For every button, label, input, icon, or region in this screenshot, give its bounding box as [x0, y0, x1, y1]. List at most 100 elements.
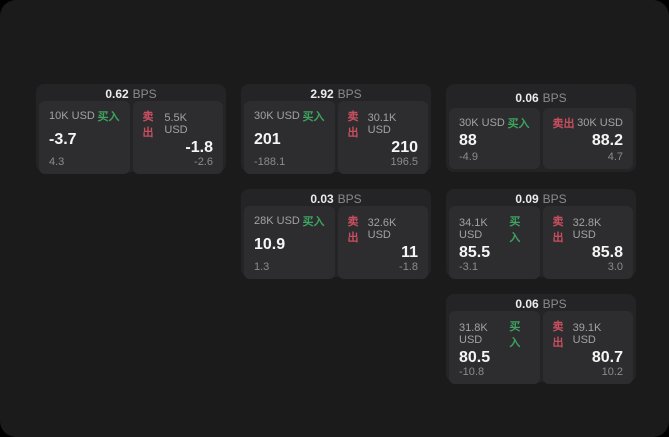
- sell-size: 30K USD: [577, 117, 623, 129]
- buy-panel[interactable]: 10K USD 买入 -3.7 4.3: [39, 101, 130, 174]
- buy-size: 31.8K USD: [459, 322, 488, 346]
- sell-price: 85.8: [591, 244, 623, 261]
- buy-side-label: 买入: [507, 118, 530, 130]
- buy-side-label: 买入: [97, 111, 120, 123]
- buy-panel[interactable]: 28K USD 买入 10.9 1.3: [244, 206, 335, 279]
- bps-value: 0.09: [515, 192, 539, 206]
- bps-value: 0.06: [515, 297, 539, 311]
- buy-panel[interactable]: 31.8K USD 买入 80.5 -10.8: [449, 311, 540, 384]
- sell-size: 32.8K USD: [572, 217, 602, 241]
- buy-side-label: 买入: [509, 216, 521, 244]
- card-body: 10K USD 买入 -3.7 4.3 卖出 5.5K USD -1.8 -2.…: [39, 101, 223, 174]
- sell-top-row: 卖出 30.1K USD: [348, 108, 419, 140]
- card-body: 34.1K USD 买入 85.5 -3.1 卖出 32.8K USD 85.8…: [449, 206, 633, 279]
- buy-side-label: 买入: [509, 321, 521, 349]
- bps-unit: BPS: [542, 192, 567, 206]
- buy-change: -3.1: [459, 261, 478, 273]
- buy-price: 10.9: [254, 236, 286, 253]
- sell-change: -2.6: [194, 156, 213, 168]
- buy-change: -4.9: [459, 151, 478, 163]
- buy-change: -10.8: [459, 366, 485, 378]
- sell-top-row: 卖出 5.5K USD: [143, 108, 214, 140]
- sell-side-label: 卖出: [142, 111, 154, 139]
- sell-price: 80.7: [591, 349, 623, 366]
- bps-header: 0.62 BPS: [39, 87, 223, 101]
- buy-size: 28K USD: [254, 215, 300, 227]
- bps-unit: BPS: [337, 87, 362, 101]
- bps-header: 0.09 BPS: [449, 192, 633, 206]
- sell-panel[interactable]: 卖出 32.6K USD 11 -1.8: [337, 206, 428, 279]
- sell-change: 196.5: [390, 156, 418, 168]
- bps-value: 0.62: [105, 87, 129, 101]
- buy-change: -188.1: [254, 156, 286, 168]
- sell-panel[interactable]: 卖出 5.5K USD -1.8 -2.6: [132, 101, 223, 174]
- bps-value: 0.03: [310, 192, 334, 206]
- buy-change: 1.3: [254, 261, 270, 273]
- quote-card: 0.09 BPS 34.1K USD 买入 85.5 -3.1 卖出 32.8K…: [446, 189, 636, 279]
- sell-panel[interactable]: 卖出 32.8K USD 85.8 3.0: [542, 206, 633, 279]
- sell-panel[interactable]: 卖出 39.1K USD 80.7 10.2: [542, 311, 633, 384]
- buy-size: 34.1K USD: [459, 217, 488, 241]
- bps-unit: BPS: [337, 192, 362, 206]
- sell-side-label: 卖出: [552, 321, 564, 349]
- sell-side-label: 卖出: [552, 118, 575, 130]
- buy-price: 201: [254, 131, 281, 148]
- sell-top-row: 卖出 39.1K USD: [553, 318, 624, 350]
- buy-panel[interactable]: 30K USD 买入 201 -188.1: [244, 101, 335, 174]
- bps-header: 0.03 BPS: [244, 192, 428, 206]
- sell-price: 88.2: [591, 132, 623, 149]
- bps-unit: BPS: [132, 87, 157, 101]
- buy-top-row: 30K USD 买入: [254, 108, 325, 124]
- quote-card: 0.03 BPS 28K USD 买入 10.9 1.3 卖出 32.6K US…: [241, 189, 431, 279]
- buy-price: -3.7: [49, 131, 77, 148]
- bps-unit: BPS: [542, 297, 567, 311]
- buy-change: 4.3: [49, 156, 65, 168]
- sell-size: 32.6K USD: [367, 217, 397, 241]
- bps-value: 2.92: [310, 87, 334, 101]
- buy-size: 30K USD: [254, 110, 300, 122]
- buy-top-row: 10K USD 买入: [49, 108, 120, 124]
- bps-header: 0.06 BPS: [449, 297, 633, 311]
- quote-card: 2.92 BPS 30K USD 买入 201 -188.1 卖出 30.1K …: [241, 84, 431, 174]
- sell-top-row: 卖出 32.8K USD: [553, 213, 624, 245]
- buy-price: 88: [459, 132, 477, 149]
- buy-size: 10K USD: [49, 110, 95, 122]
- buy-side-label: 买入: [302, 216, 325, 228]
- sell-side-label: 卖出: [552, 216, 564, 244]
- sell-side-label: 卖出: [347, 216, 359, 244]
- buy-panel[interactable]: 34.1K USD 买入 85.5 -3.1: [449, 206, 540, 279]
- buy-top-row: 31.8K USD 买入: [459, 318, 530, 350]
- sell-price: 210: [391, 139, 418, 156]
- buy-top-row: 28K USD 买入: [254, 213, 325, 229]
- buy-size: 30K USD: [459, 117, 505, 129]
- bps-unit: BPS: [542, 90, 567, 105]
- quote-card: 0.06 BPS 30K USD 买入 88 -4.9 卖出 30K USD: [446, 84, 636, 172]
- sell-top-row: 卖出 30K USD: [553, 115, 624, 131]
- sell-side-label: 卖出: [347, 111, 359, 139]
- bps-header: 0.06 BPS: [449, 87, 633, 108]
- buy-top-row: 30K USD 买入: [459, 115, 530, 131]
- card-body: 31.8K USD 买入 80.5 -10.8 卖出 39.1K USD 80.…: [449, 311, 633, 384]
- sell-panel[interactable]: 卖出 30.1K USD 210 196.5: [337, 101, 428, 174]
- sell-size: 5.5K USD: [164, 112, 188, 136]
- sell-top-row: 卖出 32.6K USD: [348, 213, 419, 245]
- sell-panel[interactable]: 卖出 30K USD 88.2 4.7: [542, 108, 633, 169]
- buy-panel[interactable]: 30K USD 买入 88 -4.9: [449, 108, 540, 169]
- sell-size: 30.1K USD: [367, 112, 397, 136]
- sell-change: 4.7: [607, 151, 623, 163]
- card-body: 28K USD 买入 10.9 1.3 卖出 32.6K USD 11 -1.8: [244, 206, 428, 279]
- card-body: 30K USD 买入 88 -4.9 卖出 30K USD 88.2 4.7: [449, 108, 633, 169]
- buy-price: 80.5: [459, 349, 491, 366]
- sell-price: -1.8: [185, 139, 213, 156]
- buy-side-label: 买入: [302, 111, 325, 123]
- sell-change: 3.0: [607, 261, 623, 273]
- buy-price: 85.5: [459, 244, 491, 261]
- sell-change: 10.2: [601, 366, 623, 378]
- bps-header: 2.92 BPS: [244, 87, 428, 101]
- quote-card: 0.62 BPS 10K USD 买入 -3.7 4.3 卖出 5.5K USD: [36, 84, 226, 174]
- buy-top-row: 34.1K USD 买入: [459, 213, 530, 245]
- quote-card: 0.06 BPS 31.8K USD 买入 80.5 -10.8 卖出 39.1…: [446, 294, 636, 384]
- sell-change: -1.8: [399, 261, 418, 273]
- sell-size: 39.1K USD: [572, 322, 602, 346]
